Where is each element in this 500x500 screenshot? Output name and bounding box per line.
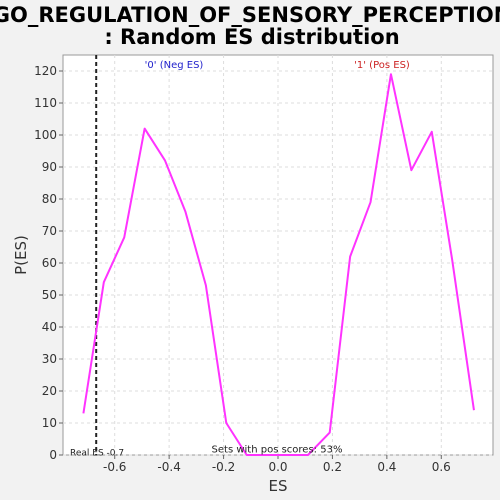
- y-tick-label: 90: [42, 160, 57, 174]
- x-tick-label: 0.0: [268, 460, 287, 474]
- x-tick-label: 0.6: [432, 460, 451, 474]
- x-tick-label: 0.4: [377, 460, 396, 474]
- series-line: [82, 73, 475, 456]
- y-tick-label: 70: [42, 224, 57, 238]
- pos-es-label: '1' (Pos ES): [354, 60, 410, 71]
- chart-title-line-2: : Random ES distribution: [104, 25, 399, 49]
- y-tick-label: 80: [42, 192, 57, 206]
- x-axis-label: ES: [269, 477, 288, 495]
- y-tick-label: 30: [42, 352, 57, 366]
- y-tick-label: 20: [42, 384, 57, 398]
- y-axis-label: P(ES): [12, 235, 30, 275]
- x-axis-ticks: -0.6 -0.4 -0.2 0.0 0.2 0.4 0.6: [103, 455, 451, 474]
- neg-es-label: '0' (Neg ES): [145, 60, 204, 71]
- y-tick-label: 60: [42, 256, 57, 270]
- grid: [63, 55, 493, 456]
- x-tick-label: -0.2: [212, 460, 235, 474]
- y-tick-label: 100: [34, 128, 57, 142]
- real-es-label: Real ES -0.7: [70, 449, 124, 459]
- y-tick-label: 40: [42, 320, 57, 334]
- chart-title-line-1: GO_REGULATION_OF_SENSORY_PERCEPTION: [0, 3, 500, 27]
- y-axis-ticks: 0 10 20 30 40 50 60 70 80 90 100 110 120: [34, 64, 63, 462]
- y-tick-label: 0: [49, 448, 57, 462]
- y-tick-label: 110: [34, 96, 57, 110]
- x-tick-label: -0.6: [103, 460, 126, 474]
- y-tick-label: 10: [42, 416, 57, 430]
- x-tick-label: -0.4: [157, 460, 180, 474]
- pos-scores-label: Sets with pos scores: 53%: [212, 445, 343, 456]
- x-tick-label: 0.2: [323, 460, 342, 474]
- y-tick-label: 50: [42, 288, 57, 302]
- y-tick-label: 120: [34, 64, 57, 78]
